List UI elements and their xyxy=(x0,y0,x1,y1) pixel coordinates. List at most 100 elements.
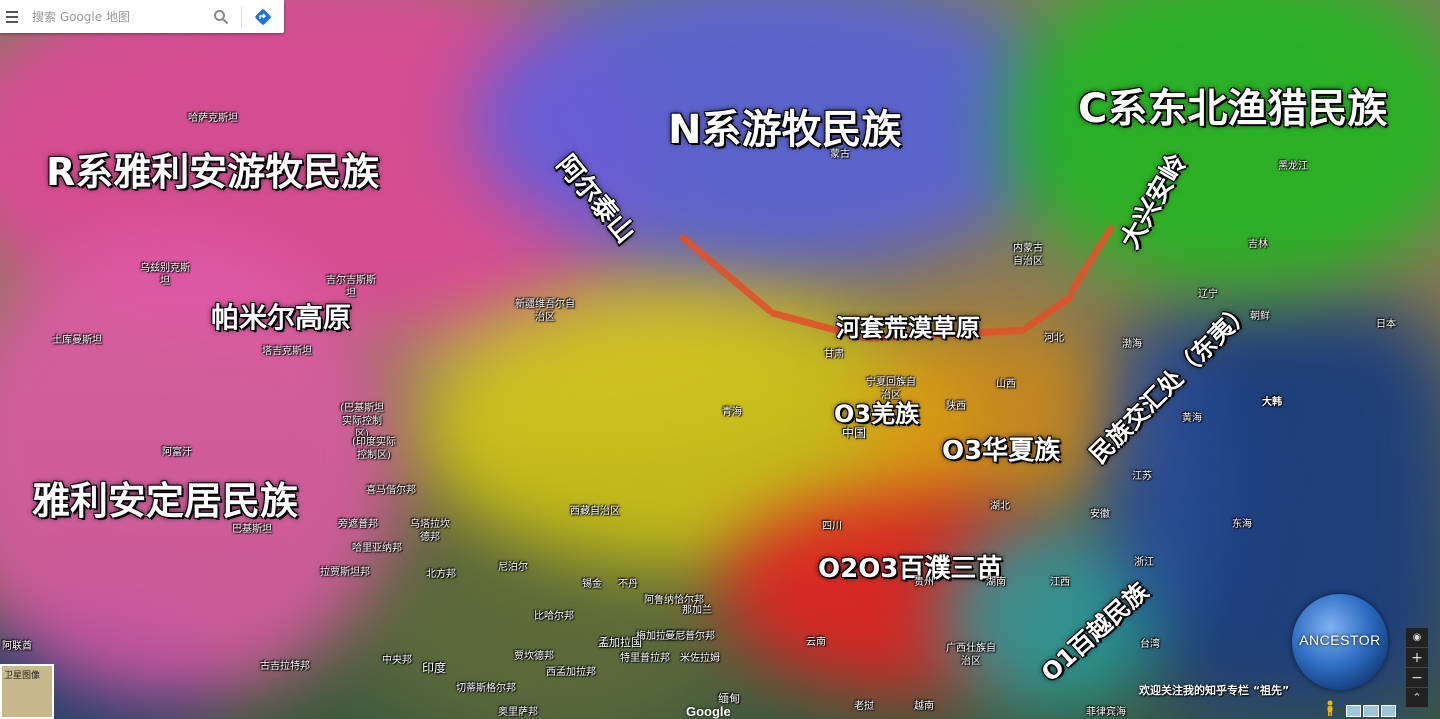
place-label: 孟加拉国 xyxy=(598,636,642,649)
place-label: 江西 xyxy=(1050,577,1070,588)
place-label: 锡金 xyxy=(582,579,602,590)
place-label: 陕西 xyxy=(946,401,966,412)
place-label: 西藏自治区 xyxy=(570,506,620,517)
place-label: 乌塔拉坎德邦 xyxy=(410,519,450,543)
place-label: 黄海 xyxy=(1182,413,1202,424)
place-label: 河北 xyxy=(1044,333,1064,344)
place-label: 黑龙江 xyxy=(1278,161,1308,172)
place-label: 内蒙古自治区 xyxy=(1013,243,1043,267)
place-label: 新疆维吾尔自治区 xyxy=(515,299,575,323)
zoom-in-button[interactable]: + xyxy=(1406,648,1428,668)
place-label: 青海 xyxy=(722,407,742,418)
place-label: 云南 xyxy=(806,637,826,648)
label-o2o3-baipu: O2O3百濮三苗 xyxy=(818,554,1003,584)
place-label: 缅甸 xyxy=(718,692,740,705)
place-label: 拉贾斯坦邦 xyxy=(320,567,370,578)
google-logo: Google xyxy=(686,704,731,719)
place-label: 贾坎德邦 xyxy=(514,651,554,662)
place-label: 广西壮族自治区 xyxy=(946,643,996,667)
place-label: 不丹 xyxy=(618,579,638,590)
ancestor-logo: ANCESTOR xyxy=(1292,594,1388,690)
place-label: 甘肃 xyxy=(824,349,844,360)
place-label: 那加兰 xyxy=(682,605,712,616)
place-label: 喜马偕尔邦 xyxy=(366,485,416,496)
place-label: 塔吉克斯坦 xyxy=(262,346,312,357)
place-label: 四川 xyxy=(822,521,842,532)
place-label: 北方邦 xyxy=(426,569,456,580)
place-label: 乌兹别克斯坦 xyxy=(140,263,190,287)
label-r-nomad: R系雅利安游牧民族 xyxy=(46,150,380,194)
place-label: 辽宁 xyxy=(1198,289,1218,300)
place-label: 比哈尔邦 xyxy=(534,611,574,622)
place-label: 菲律宾海 xyxy=(1086,707,1126,718)
place-label: 安徽 xyxy=(1090,509,1110,520)
layers-strip[interactable] xyxy=(1346,705,1396,717)
place-label: 台湾 xyxy=(1140,639,1160,650)
place-label: 特里普拉邦 xyxy=(620,653,670,664)
label-pamir: 帕米尔高原 xyxy=(211,301,352,334)
place-label: 西孟加拉邦 xyxy=(546,667,596,678)
place-label: 印度 xyxy=(422,661,447,675)
place-label: 渤海 xyxy=(1122,339,1142,350)
place-label: 巴基斯坦 xyxy=(232,524,272,535)
place-label: 尼泊尔 xyxy=(498,562,528,573)
place-label: 阿联酋 xyxy=(2,641,32,652)
caption-text: 欢迎关注我的知乎专栏 “祖先” xyxy=(1139,684,1290,697)
place-label: 宁夏回族自治区 xyxy=(866,377,916,401)
place-label: 梅加拉亚邦 xyxy=(636,631,686,642)
place-label: (印度实际控制区) xyxy=(352,437,396,461)
place-label: 东海 xyxy=(1232,519,1252,530)
place-label: 湖北 xyxy=(990,501,1010,512)
place-label: 中国 xyxy=(842,426,867,440)
place-label: 阿鲁纳恰尔邦 xyxy=(644,595,704,606)
divider xyxy=(241,5,242,28)
directions-icon[interactable] xyxy=(242,0,284,33)
search-input[interactable] xyxy=(22,1,201,32)
place-label: 哈里亚纳邦 xyxy=(352,543,402,554)
region-o3-huaxia xyxy=(860,320,1120,520)
region-aryan-settled xyxy=(0,230,400,700)
place-label: 米佐拉姆 xyxy=(680,653,720,664)
label-o3-huaxia: O3华夏族 xyxy=(942,436,1061,466)
place-label: 哈萨克斯坦 xyxy=(188,113,238,124)
menu-icon[interactable] xyxy=(0,0,22,33)
region-east-sea-blue xyxy=(1100,330,1230,630)
place-label: 越南 xyxy=(914,701,934,712)
place-label: 日本 xyxy=(1376,319,1396,330)
label-n-nomad: N系游牧民族 xyxy=(668,107,902,153)
zoom-out-button[interactable]: − xyxy=(1406,668,1428,688)
pegman-icon[interactable] xyxy=(1324,700,1336,716)
place-label: 山西 xyxy=(996,379,1016,390)
place-label: (巴基斯坦实际控制区) xyxy=(340,403,384,440)
place-label: 旁遮普邦 xyxy=(338,519,378,530)
place-label: 吉尔吉斯斯坦 xyxy=(326,275,376,299)
zoom-controls: ◉ + − ⌃ xyxy=(1406,628,1428,708)
compass-icon[interactable]: ◉ xyxy=(1406,628,1428,648)
place-label: 吉林 xyxy=(1248,239,1268,250)
region-n-nomad xyxy=(470,0,1070,270)
label-c-northeast: C系东北渔猎民族 xyxy=(1078,86,1388,132)
place-label: 土库曼斯坦 xyxy=(52,335,102,346)
place-label: 切蒂斯格尔邦 xyxy=(456,683,516,694)
boundary-segment xyxy=(1021,292,1076,333)
search-bar xyxy=(0,0,284,33)
logo-text: ANCESTOR xyxy=(1299,632,1381,648)
place-label: 湖南 xyxy=(986,577,1006,588)
place-label: 贵州 xyxy=(914,577,934,588)
place-label: 大韩 xyxy=(1262,397,1282,408)
place-label: 蒙古 xyxy=(830,149,850,160)
place-label: 中央邦 xyxy=(382,655,412,666)
label-hetao: 河套荒漠草原 xyxy=(836,314,980,342)
inset-label: 卫星图像 xyxy=(4,671,41,681)
label-aryan-settled: 雅利安定居民族 xyxy=(32,479,299,523)
place-label: 浙江 xyxy=(1134,557,1154,568)
place-label: 江苏 xyxy=(1132,471,1152,482)
place-label: 老挝 xyxy=(854,701,874,712)
collapse-button[interactable]: ⌃ xyxy=(1406,688,1428,708)
satellite-toggle-thumbnail[interactable]: 卫星图像 xyxy=(0,664,54,719)
place-label: 阿富汗 xyxy=(162,447,192,458)
place-label: 奥里萨邦 xyxy=(498,707,538,718)
search-icon[interactable] xyxy=(201,0,241,33)
region-c-northeast xyxy=(1000,0,1440,290)
